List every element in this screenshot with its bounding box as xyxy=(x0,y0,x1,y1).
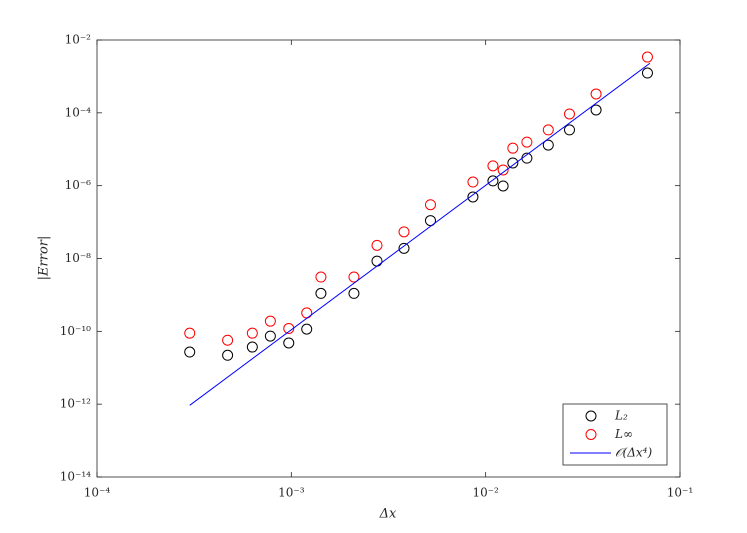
data-point xyxy=(590,104,602,116)
data-point xyxy=(590,88,602,100)
data-point xyxy=(348,271,360,283)
data-point xyxy=(264,315,276,327)
legend-marker xyxy=(585,429,597,440)
x-tick-label: 10⁻⁴ xyxy=(84,486,111,500)
data-point xyxy=(487,175,499,187)
fit-line xyxy=(189,62,651,406)
data-point xyxy=(641,67,653,79)
legend-box xyxy=(562,403,668,466)
legend-label: 𝒪(Δx⁴) xyxy=(615,446,652,460)
data-point xyxy=(497,164,509,176)
data-point xyxy=(264,330,276,342)
data-point xyxy=(371,239,383,251)
data-point xyxy=(542,124,554,136)
y-axis-label: |Error| xyxy=(37,236,52,281)
data-point xyxy=(222,334,234,346)
y-tick-label: 10⁻⁴ xyxy=(65,105,92,119)
data-point xyxy=(283,337,295,349)
data-point xyxy=(184,327,196,339)
data-point xyxy=(563,108,575,120)
data-point xyxy=(467,176,479,188)
data-point xyxy=(246,341,258,353)
y-tick-label: 10⁻⁸ xyxy=(65,251,92,265)
data-point xyxy=(521,136,533,148)
data-point xyxy=(507,157,519,169)
data-point xyxy=(497,180,509,192)
x-tick-label: 10⁻¹ xyxy=(667,486,693,500)
data-point xyxy=(246,327,258,339)
data-point xyxy=(222,349,234,361)
legend-marker xyxy=(585,410,597,422)
data-point xyxy=(487,160,499,172)
data-point xyxy=(348,287,360,299)
data-point xyxy=(467,191,479,203)
data-point xyxy=(315,271,327,283)
data-point xyxy=(398,226,410,238)
y-tick-label: 10⁻¹⁰ xyxy=(60,324,91,338)
data-point xyxy=(563,124,575,136)
y-tick-label: 10⁻¹⁴ xyxy=(60,470,91,484)
x-tick-label: 10⁻² xyxy=(472,486,499,500)
data-point xyxy=(301,323,313,335)
y-tick-label: 10⁻² xyxy=(65,33,92,47)
data-point xyxy=(507,142,519,154)
data-point xyxy=(424,199,436,211)
x-tick-label: 10⁻³ xyxy=(278,486,305,500)
y-tick-label: 10⁻⁶ xyxy=(65,178,92,192)
y-tick-label: 10⁻¹² xyxy=(60,397,91,411)
data-point xyxy=(542,139,554,151)
x-axis-label: Δx xyxy=(379,507,397,522)
data-point xyxy=(184,346,196,358)
data-point xyxy=(424,215,436,227)
data-point xyxy=(398,242,410,254)
legend-label: L∞ xyxy=(614,427,633,441)
legend-label: L₂ xyxy=(614,409,628,423)
data-point xyxy=(641,51,653,63)
data-point xyxy=(315,287,327,299)
